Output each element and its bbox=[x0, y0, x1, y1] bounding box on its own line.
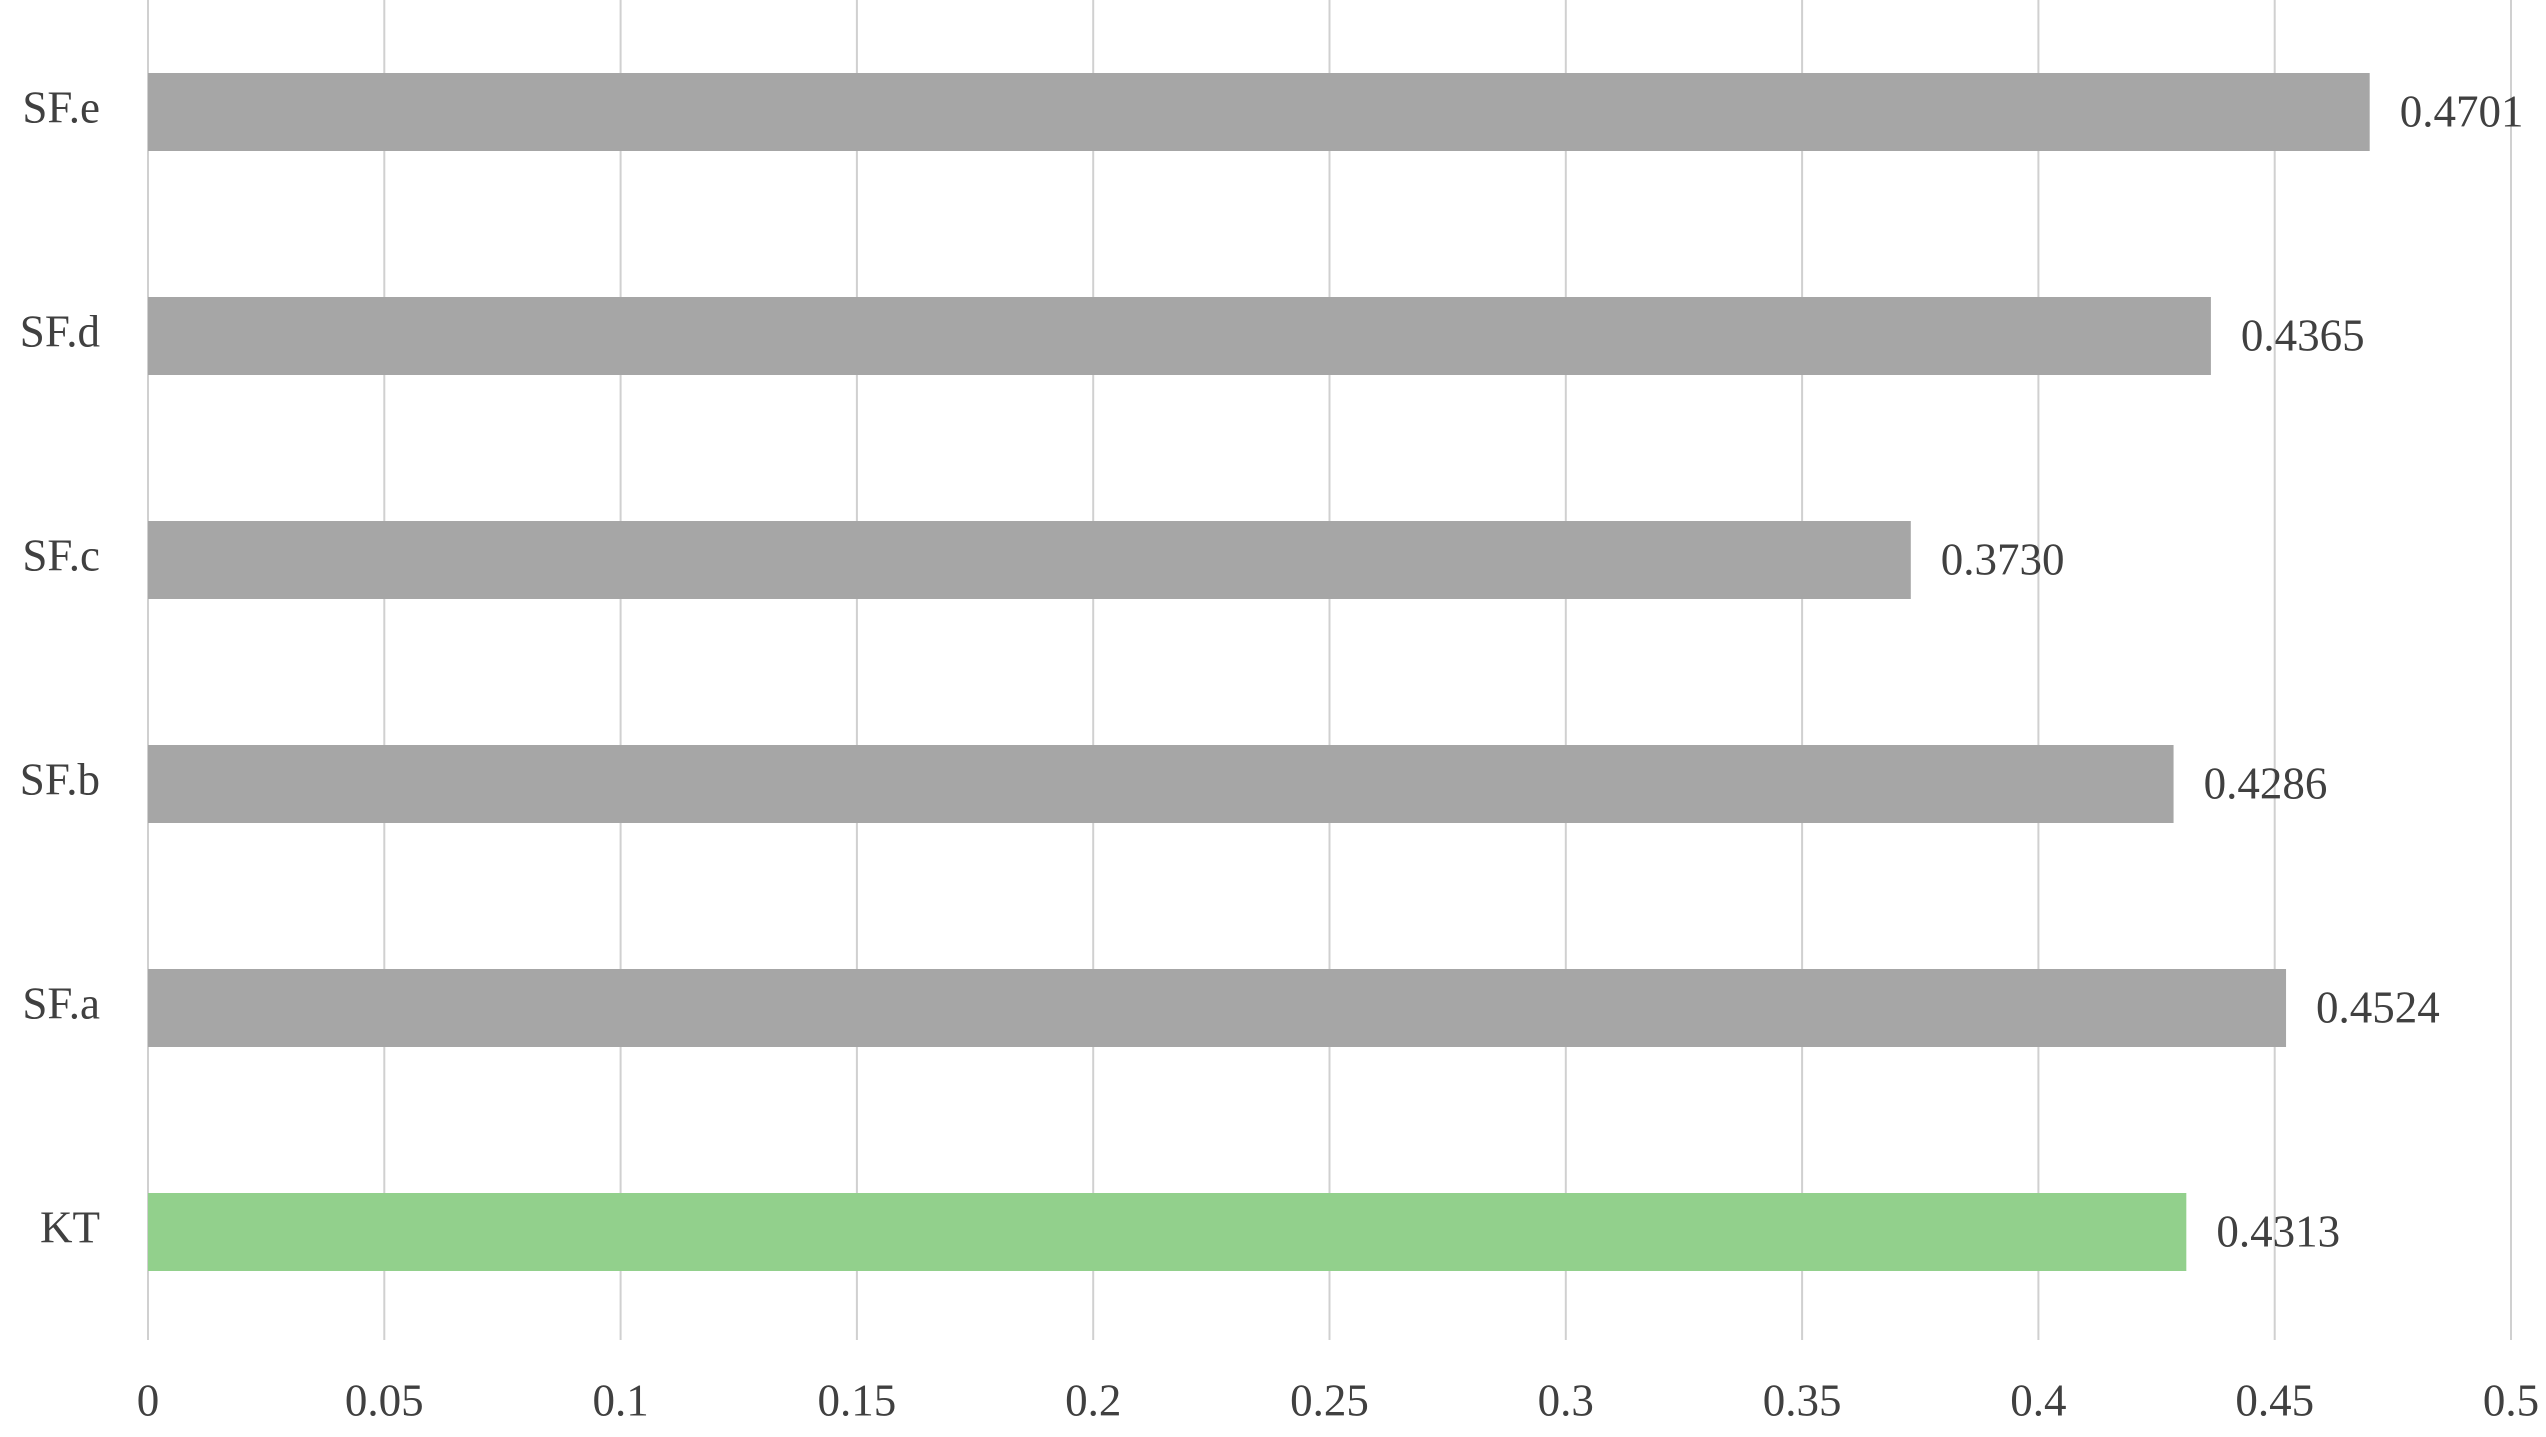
bar bbox=[148, 1193, 2187, 1271]
bar bbox=[148, 521, 1911, 599]
x-tick-label: 0.25 bbox=[1290, 1375, 1369, 1425]
x-tick-label: 0.05 bbox=[345, 1375, 424, 1425]
x-tick-label: 0.35 bbox=[1763, 1375, 1842, 1425]
bar bbox=[148, 297, 2211, 375]
x-tick-label: 0.5 bbox=[2483, 1375, 2539, 1425]
data-label: 0.4286 bbox=[2204, 758, 2328, 808]
data-label: 0.4313 bbox=[2216, 1206, 2340, 1256]
bar bbox=[148, 745, 2174, 823]
y-tick-label: SF.b bbox=[20, 754, 100, 804]
data-label: 0.3730 bbox=[1941, 534, 2065, 584]
y-tick-label: KT bbox=[40, 1202, 100, 1252]
x-tick-label: 0 bbox=[137, 1375, 160, 1425]
y-tick-label: SF.e bbox=[22, 82, 100, 132]
bar bbox=[148, 73, 2370, 151]
data-label: 0.4365 bbox=[2241, 310, 2365, 360]
x-tick-label: 0.3 bbox=[1538, 1375, 1594, 1425]
bar bbox=[148, 969, 2287, 1047]
y-tick-label: SF.c bbox=[22, 530, 100, 580]
y-tick-label: SF.a bbox=[22, 978, 100, 1028]
x-tick-label: 0.4 bbox=[2010, 1375, 2066, 1425]
x-tick-label: 0.2 bbox=[1065, 1375, 1121, 1425]
x-tick-label: 0.45 bbox=[2235, 1375, 2314, 1425]
x-tick-label: 0.15 bbox=[818, 1375, 897, 1425]
data-label: 0.4524 bbox=[2316, 982, 2440, 1032]
x-tick-label: 0.1 bbox=[592, 1375, 648, 1425]
y-tick-label: SF.d bbox=[20, 306, 100, 356]
data-label: 0.4701 bbox=[2400, 86, 2524, 136]
